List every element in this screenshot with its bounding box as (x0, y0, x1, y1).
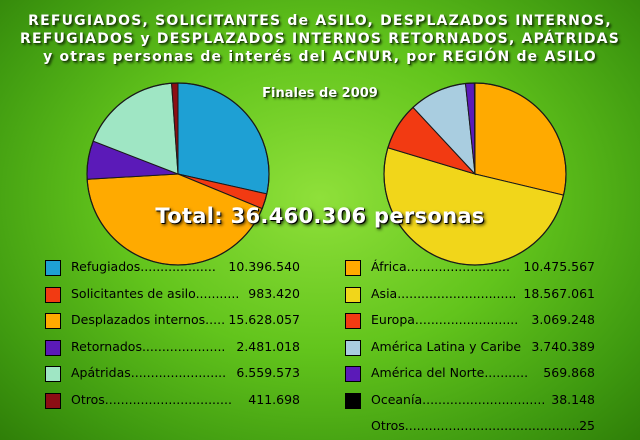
region-legend-value-otros: 25 (579, 418, 595, 433)
type-legend-value-solicitantes-de-asilo: 983.420 (248, 285, 300, 301)
region-legend-label-america-del-norte: América del Norte........... (371, 365, 529, 380)
chart-title-line-1: REFUGIADOS, SOLICITANTES de ASILO, DESPL… (28, 13, 612, 29)
region-legend-swatch-europa (345, 313, 361, 329)
region-legend-value-asia: 18.567.061 (523, 285, 595, 301)
type-legend-label-apatridas: Apátridas........................ (71, 365, 227, 380)
type-legend-value-refugiados: 10.396.540 (228, 259, 300, 274)
region-legend-swatch-africa (345, 260, 361, 276)
region-legend-swatch-america-del-norte (345, 366, 361, 382)
type-legend-swatch-otros (45, 392, 61, 409)
region-legend-label-asia: Asia.............................. (371, 285, 517, 301)
type-legend-swatch-retornados (45, 339, 61, 356)
chart-title-line-3: y otras personas de interés del ACNUR, p… (43, 49, 597, 65)
region-legend-swatch-asia (345, 286, 361, 303)
type-legend-label-retornados: Retornados..................... (71, 338, 226, 354)
chart-title-line-2: REFUGIADOS y DESPLAZADOS INTERNOS RETORN… (20, 31, 620, 47)
region-legend-label-otros: Otros...................................… (371, 418, 580, 433)
region-legend-value-oceania: 38.148 (551, 391, 595, 407)
legend-region: África.......................... 10.475.5… (345, 258, 595, 440)
type-legend-label-otros: Otros................................ (71, 391, 232, 407)
region-legend-swatch-america-latina-y-caribe (345, 339, 361, 356)
type-legend-item-otros: Otros................................ 411… (45, 391, 300, 418)
region-legend-label-america-latina-y-caribe: América Latina y Caribe (371, 338, 522, 354)
type-legend-value-desplazados-internos: 15.628.057 (228, 312, 300, 327)
type-legend-item-solicitantes-de-asilo: Solicitantes de asilo........... 983.420 (45, 285, 300, 312)
total-label: Total: 36.460.306 personas (155, 204, 485, 228)
type-legend-label-refugiados: Refugiados................... (71, 259, 216, 274)
type-legend-item-refugiados: Refugiados................... 10.396.540 (45, 258, 300, 285)
region-legend-swatch-oceania (345, 392, 361, 409)
type-legend-swatch-desplazados-internos (45, 313, 61, 329)
type-legend-swatch-refugiados (45, 260, 61, 276)
type-legend-label-desplazados-internos: Desplazados internos..... (71, 312, 226, 327)
region-legend-label-europa: Europa.......................... (371, 312, 519, 327)
region-legend-label-oceania: Oceanía............................... (371, 391, 546, 407)
region-legend-value-africa: 10.475.567 (523, 259, 595, 274)
type-legend-item-desplazados-internos: Desplazados internos..... 15.628.057 (45, 311, 300, 338)
region-legend-item-europa: Europa.......................... 3.069.24… (345, 311, 595, 338)
region-legend-value-america-del-norte: 569.868 (543, 365, 595, 380)
region-legend-item-oceania: Oceanía............................... 38… (345, 391, 595, 418)
region-legend-value-america-latina-y-caribe: 3.740.389 (531, 338, 595, 354)
region-legend-item-africa: África.......................... 10.475.5… (345, 258, 595, 285)
region-outline (383, 82, 567, 266)
chart-subtitle: Finales de 2009 (262, 86, 378, 101)
region-legend-item-america-latina-y-caribe: América Latina y Caribe 3.740.389 (345, 338, 595, 365)
legend-population-type: Refugiados................... 10.396.540 S… (45, 258, 300, 417)
pie-chart-region (383, 82, 567, 266)
region-legend-item-america-del-norte: América del Norte........... 569.868 (345, 364, 595, 391)
type-legend-value-retornados: 2.481.018 (236, 338, 300, 354)
region-legend-value-europa: 3.069.248 (531, 312, 595, 327)
region-legend-item-asia: Asia.............................. 18.567… (345, 285, 595, 312)
type-legend-value-apatridas: 6.559.573 (236, 365, 300, 380)
pie-chart-population-type (86, 82, 270, 266)
type-outline (86, 82, 270, 266)
type-legend-value-otros: 411.698 (248, 391, 300, 407)
type-legend-swatch-apatridas (45, 366, 61, 382)
type-legend-swatch-solicitantes-de-asilo (45, 286, 61, 303)
type-legend-label-solicitantes-de-asilo: Solicitantes de asilo........... (71, 285, 240, 301)
region-legend-label-africa: África.......................... (371, 259, 510, 274)
type-legend-item-apatridas: Apátridas........................ 6.559.5… (45, 364, 300, 391)
type-legend-item-retornados: Retornados..................... 2.481.018 (45, 338, 300, 365)
region-legend-item-otros: Otros...................................… (345, 417, 595, 440)
